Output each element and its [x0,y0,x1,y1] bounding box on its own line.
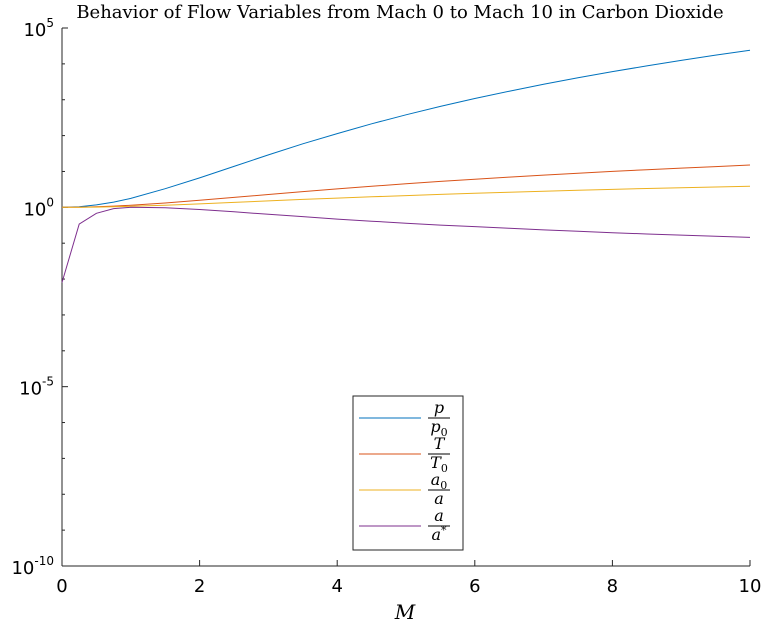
x-tick-label: 4 [331,576,342,597]
y-tick-label: 10-5 [19,375,54,400]
y-tick-label: 100 [23,195,54,220]
legend-denominator-symbol: a [431,525,441,544]
legend-numerator-symbol: a [434,506,444,525]
y-tick-base: 10 [19,379,42,400]
y-tick-exponent: -5 [42,375,54,389]
legend-denominator-superscript: * [441,524,447,537]
legend-numerator-symbol: a [431,470,441,489]
x-tick-label: 10 [739,576,762,597]
legend-denominator-subscript: 0 [441,426,448,439]
legend-numerator-symbol: p [434,398,444,417]
x-tick-label: 2 [194,576,205,597]
legend-denominator-3: a [434,489,444,508]
chart-title: Behavior of Flow Variables from Mach 0 t… [76,2,723,23]
x-tick-label: 0 [56,576,67,597]
y-tick-label: 10-10 [11,554,54,579]
legend-numerator-2: T [434,434,446,453]
series-line-4 [61,206,751,283]
series-group [61,49,751,283]
legend-numerator-4: a [434,506,444,525]
legend-denominator-1: p0 [430,417,447,439]
legend-numerator-1: p [434,398,444,417]
series-line-2 [61,164,751,208]
legend-denominator-symbol: p [430,417,440,436]
y-tick-exponent: -10 [34,554,54,568]
y-tick-exponent: 5 [46,16,54,30]
x-tick-label: 8 [607,576,618,597]
legend-numerator-3: a0 [431,470,448,492]
y-tick-base: 10 [11,558,34,579]
legend-denominator-subscript: 0 [441,462,448,475]
legend-denominator-4: a* [431,524,447,544]
x-tick-label: 6 [469,576,480,597]
x-axis-label: M [394,600,416,623]
legend-numerator-subscript: 0 [440,479,447,492]
series-line-3 [62,185,751,208]
y-tick-exponent: 0 [46,195,54,209]
legend-denominator-symbol: T [430,453,442,472]
y-tick-base: 10 [23,20,46,41]
legend-box [352,395,464,551]
legend-denominator-2: T0 [430,453,448,475]
y-tick-label: 105 [23,16,54,41]
series-line-1 [61,49,751,208]
legend-denominator-symbol: a [434,489,444,508]
y-tick-base: 10 [23,199,46,220]
legend-numerator-symbol: T [434,434,446,453]
